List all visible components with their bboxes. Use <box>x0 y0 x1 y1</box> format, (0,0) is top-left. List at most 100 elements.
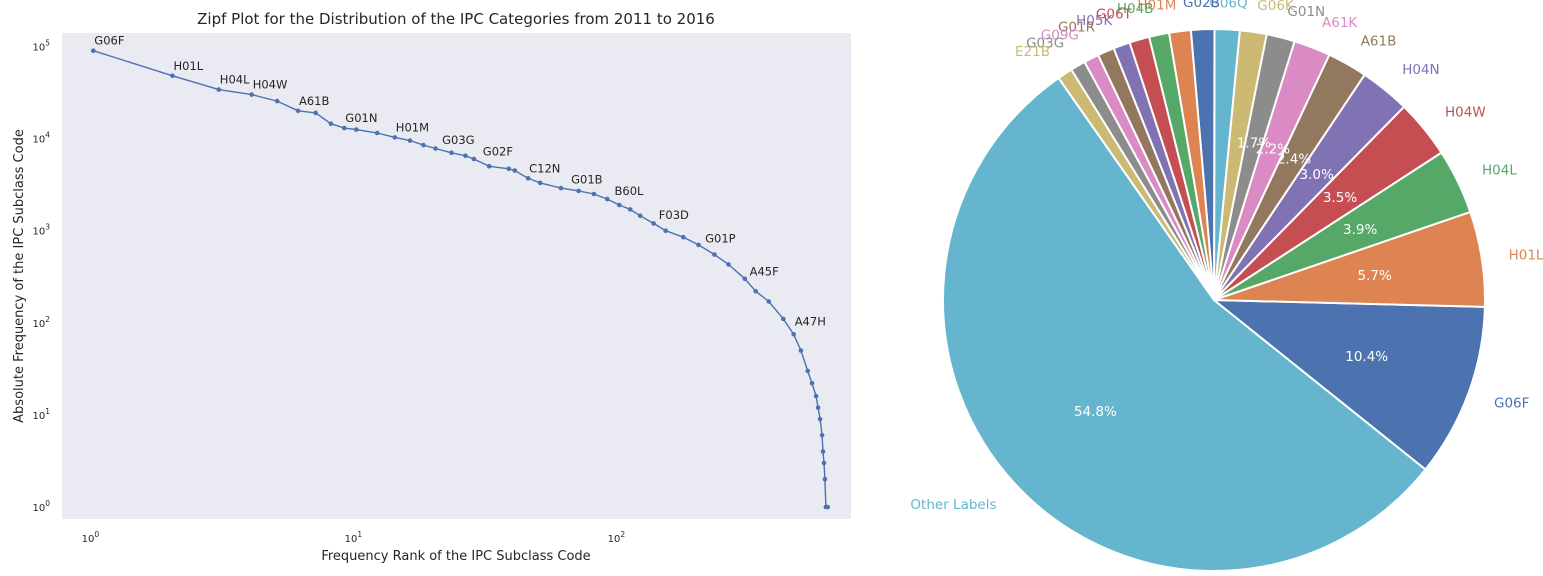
x-axis-label: Frequency Rank of the IPC Subclass Code <box>321 549 590 564</box>
data-point <box>471 156 477 162</box>
annotation-label: G03G <box>442 133 474 147</box>
annotation-label: B60L <box>615 184 645 198</box>
data-point <box>605 196 610 202</box>
data-point <box>576 188 581 194</box>
data-point <box>726 262 731 267</box>
data-point <box>313 110 318 116</box>
pie-slice-label: G06T <box>1096 7 1133 23</box>
data-point <box>249 92 254 97</box>
data-point <box>558 185 564 191</box>
x-tick-label: 100 <box>82 530 100 545</box>
y-tick-label: 101 <box>32 407 50 422</box>
data-point <box>809 381 815 386</box>
pie-percent-label: 10.4% <box>1345 349 1388 365</box>
annotation-label: G02F <box>483 145 513 159</box>
pie-percent-label: 5.7% <box>1358 268 1392 284</box>
pie-slice-label: A61K <box>1322 15 1358 31</box>
annotation-label: F03D <box>659 208 689 222</box>
data-point <box>805 368 810 374</box>
y-axis-label: Absolute Frequency of the IPC Subclass C… <box>12 129 27 423</box>
data-point <box>696 242 701 248</box>
data-point <box>295 108 301 114</box>
data-point <box>274 98 280 104</box>
data-point <box>637 213 643 219</box>
pie-slice-label: H04W <box>1445 105 1486 121</box>
data-point <box>819 433 825 438</box>
data-point <box>392 135 398 140</box>
pie-slice-label: G06F <box>1494 395 1529 411</box>
data-point <box>91 48 96 53</box>
annotation-label: H04L <box>220 73 250 87</box>
pie-slice-label: H01L <box>1509 248 1543 264</box>
pie-chart: Other Labels G06F H01L H04L H04W H04N A61BA61K… <box>910 0 1543 572</box>
pie-slice-label: A61B <box>1361 34 1397 50</box>
data-point <box>651 221 656 226</box>
annotation-label: A45F <box>750 265 779 279</box>
pie-slice <box>1057 68 1215 301</box>
data-point <box>506 166 512 172</box>
data-point <box>813 393 819 399</box>
annotation-label: C12N <box>529 161 560 175</box>
zipf-title: Zipf Plot for the Distribution of the IP… <box>197 10 715 28</box>
x-tick-label: 102 <box>608 530 626 545</box>
annotation-label: H01L <box>174 59 204 73</box>
data-point <box>681 234 686 240</box>
pie-slice-label: G06Q <box>1209 0 1247 11</box>
annotation-label: A61B <box>299 94 330 108</box>
annotation-label: G01N <box>345 111 377 125</box>
pie-slice-label: G03G <box>1026 35 1064 51</box>
data-point <box>817 416 823 422</box>
y-tick-label: 102 <box>32 315 50 330</box>
pie-slice-label: E21B <box>1015 44 1050 60</box>
data-point <box>591 191 597 197</box>
data-point <box>449 150 454 156</box>
pie-slice-label: Other Labels <box>910 497 996 513</box>
data-point <box>742 276 748 282</box>
annotation-label: A47H <box>795 315 826 329</box>
data-point <box>781 316 786 322</box>
data-point <box>815 405 821 410</box>
pie-slice-label: G06K <box>1257 0 1295 14</box>
pie-slice-label: H05K <box>1076 13 1113 29</box>
y-tick-label: 103 <box>32 223 50 238</box>
data-point <box>822 476 828 482</box>
pie-percent-label: 3.9% <box>1343 222 1377 238</box>
annotation-label: G01B <box>571 173 603 187</box>
pie-percent-label: 1.7% <box>1237 135 1271 151</box>
data-point <box>216 87 222 92</box>
data-point <box>712 252 717 257</box>
data-point <box>354 127 359 132</box>
pie-slice-label: G01R <box>1058 20 1095 36</box>
pie-percent-label: 3.0% <box>1300 167 1334 183</box>
pie-percent-label: 2.2% <box>1256 141 1290 157</box>
data-point <box>791 332 796 337</box>
data-point <box>486 164 492 169</box>
data-point <box>820 449 826 454</box>
pie-slice-label: G09G <box>1041 27 1079 43</box>
data-point <box>753 288 758 294</box>
plot-area <box>62 33 851 519</box>
data-point <box>512 168 517 173</box>
zipf-plot: Zipf Plot for the Distribution of the IP… <box>12 10 851 564</box>
pie-slice-label: H04B <box>1117 1 1154 17</box>
data-point <box>525 176 531 181</box>
pie-slice <box>942 77 1427 572</box>
annotation-label: G01P <box>705 232 736 246</box>
data-point <box>798 348 804 353</box>
pie-percent-label: 54.8% <box>1074 404 1117 420</box>
data-point <box>421 142 426 148</box>
data-point <box>766 299 772 304</box>
x-tick-label: 101 <box>345 530 363 545</box>
data-point <box>328 121 334 126</box>
data-point <box>407 138 413 143</box>
data-point <box>627 207 633 212</box>
pie-slice-label: H04N <box>1402 62 1439 78</box>
data-point <box>170 73 175 79</box>
y-tick-label: 104 <box>32 131 50 146</box>
pie-percent-label: 3.5% <box>1323 190 1357 206</box>
annotation-label: G06F <box>94 34 124 48</box>
data-point <box>374 130 380 136</box>
y-tick-label: 100 <box>32 499 50 514</box>
data-point <box>433 146 438 151</box>
